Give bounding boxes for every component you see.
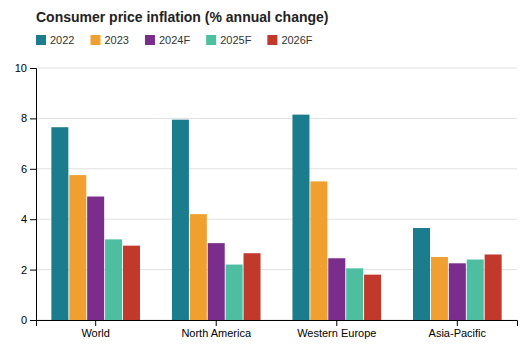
bar bbox=[485, 254, 502, 320]
grid-line bbox=[36, 219, 517, 220]
bar bbox=[449, 263, 466, 320]
legend-label: 2026F bbox=[281, 34, 312, 46]
bar bbox=[69, 175, 86, 320]
bars bbox=[51, 115, 501, 320]
grid-line bbox=[36, 68, 517, 69]
x-tick-label: Western Europe bbox=[297, 327, 376, 339]
y-tick-mark bbox=[30, 118, 36, 119]
bar bbox=[208, 243, 225, 320]
legend-label: 2023 bbox=[104, 34, 128, 46]
legend-item: 2022 bbox=[36, 34, 74, 46]
legend-label: 2022 bbox=[50, 34, 74, 46]
x-tick-label: North America bbox=[181, 327, 252, 339]
x-tick-mark bbox=[336, 320, 337, 326]
y-tick-mark bbox=[30, 169, 36, 170]
y-tick: 0 bbox=[21, 314, 36, 326]
y-tick-mark bbox=[30, 68, 36, 69]
x-tick: Asia-Pacific bbox=[429, 320, 487, 339]
bar bbox=[51, 127, 68, 320]
bar bbox=[467, 260, 484, 320]
y-tick: 2 bbox=[21, 264, 36, 276]
legend-item: 2025F bbox=[206, 34, 251, 46]
bar bbox=[123, 246, 140, 320]
y-axis-line bbox=[30, 69, 37, 321]
bar bbox=[346, 268, 363, 320]
legend-label: 2025F bbox=[220, 34, 251, 46]
y-tick-mark bbox=[30, 270, 36, 271]
bar-series bbox=[105, 239, 484, 320]
bar-series bbox=[87, 197, 466, 320]
bar bbox=[364, 275, 381, 320]
x-tick-mark bbox=[95, 320, 96, 326]
x-tick: Western Europe bbox=[297, 320, 376, 339]
y-tick-label: 6 bbox=[21, 163, 27, 175]
bar bbox=[244, 253, 261, 320]
legend-swatch bbox=[145, 35, 155, 45]
legend-swatch bbox=[90, 35, 100, 45]
x-tick-mark bbox=[457, 320, 458, 326]
y-axis: 0 2 4 6 8 10 bbox=[15, 62, 37, 326]
legend-swatch bbox=[267, 35, 277, 45]
x-tick-label: Asia-Pacific bbox=[429, 327, 487, 339]
title: Consumer price inflation (% annual chang… bbox=[36, 9, 328, 25]
y-tick: 6 bbox=[21, 163, 36, 175]
bar bbox=[431, 257, 448, 320]
legend-item: 2026F bbox=[267, 34, 312, 46]
legend-item: 2023 bbox=[90, 34, 128, 46]
y-tick-mark bbox=[30, 219, 36, 220]
bar-series bbox=[123, 246, 502, 320]
grid-line bbox=[36, 168, 517, 169]
chart: Consumer price inflation (% annual chang… bbox=[0, 0, 529, 350]
x-tick-mark bbox=[216, 320, 217, 326]
bar bbox=[413, 228, 430, 320]
x-tick: World bbox=[81, 320, 110, 339]
y-tick-mark bbox=[30, 320, 36, 321]
bar-series bbox=[69, 175, 448, 320]
bar bbox=[226, 265, 243, 320]
x-tick-label: World bbox=[81, 327, 110, 339]
bar-series bbox=[51, 115, 430, 320]
y-tick-label: 2 bbox=[21, 264, 27, 276]
y-tick: 4 bbox=[21, 213, 36, 225]
plot: 0 2 4 6 8 10 World North America Western Europe A… bbox=[15, 62, 518, 339]
bar bbox=[310, 181, 327, 320]
x-tick: North America bbox=[181, 320, 252, 339]
bar bbox=[292, 115, 309, 320]
bar bbox=[87, 197, 104, 320]
grid-line bbox=[36, 118, 517, 119]
y-tick: 8 bbox=[21, 112, 36, 124]
grid bbox=[36, 68, 517, 320]
bar bbox=[190, 214, 207, 320]
legend-swatch bbox=[36, 35, 46, 45]
x-axis: World North America Western Europe Asia-Pac… bbox=[37, 320, 518, 339]
x-axis-line bbox=[37, 321, 518, 327]
legend: 2022 2023 2024F 2025F 2026F bbox=[36, 34, 313, 46]
y-tick-label: 8 bbox=[21, 112, 27, 124]
legend-swatch bbox=[206, 35, 216, 45]
y-tick-label: 10 bbox=[15, 62, 27, 74]
legend-label: 2024F bbox=[159, 34, 190, 46]
y-tick: 10 bbox=[15, 62, 36, 74]
legend-item: 2024F bbox=[145, 34, 190, 46]
bar bbox=[328, 258, 345, 320]
bar bbox=[105, 239, 122, 320]
y-tick-label: 0 bbox=[21, 314, 27, 326]
bar bbox=[172, 120, 189, 320]
y-tick-label: 4 bbox=[21, 213, 27, 225]
